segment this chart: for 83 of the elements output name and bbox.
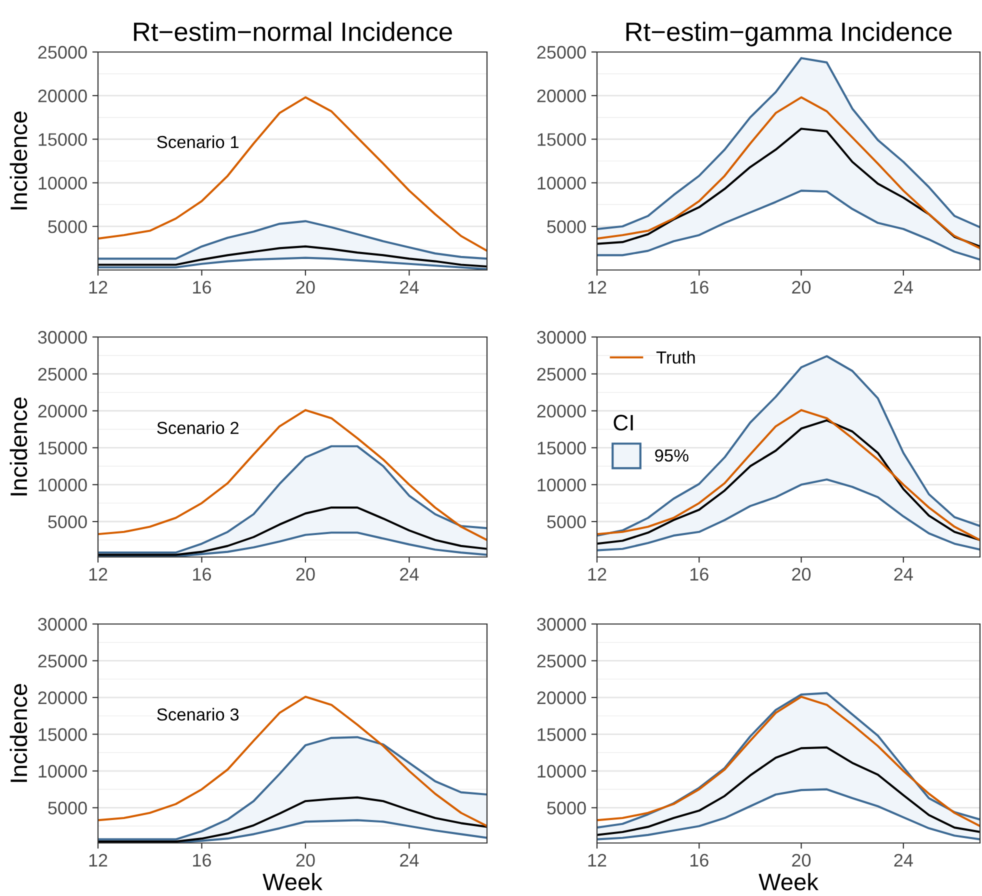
y-tick-label: 20000: [38, 404, 87, 418]
x-tick-label: 12: [588, 280, 606, 294]
x-tick-label: 12: [89, 568, 108, 580]
y-tick-label: 15000: [38, 442, 87, 454]
x-tick-label: 12: [89, 854, 108, 866]
x-tick-label: 24: [894, 280, 913, 294]
y-tick-label: 20000: [537, 90, 586, 102]
x-tick-label: 20: [792, 568, 811, 581]
y-tick-label: 15000: [38, 728, 87, 741]
annotation: Scenario 2: [157, 421, 238, 434]
legend-label: Truth: [656, 350, 695, 364]
legend-label: 95%: [655, 449, 688, 462]
x-tick-label: 16: [690, 568, 708, 581]
line-series: [98, 245, 487, 268]
chart-title: Rt−estim−normal Incidence: [134, 22, 452, 42]
x-tick-label: 20: [792, 854, 811, 867]
x-axis-title: Week: [262, 873, 323, 890]
line-series: [98, 96, 487, 252]
y-tick-label: 20000: [537, 691, 586, 704]
y-tick-label: 10000: [38, 176, 87, 190]
y-tick-label: 25000: [38, 368, 87, 381]
x-tick-label: 12: [588, 854, 606, 866]
y-tick-label: 10000: [538, 478, 586, 492]
y-tick-label: 5000: [547, 220, 586, 234]
x-tick-label: 24: [894, 568, 913, 580]
y-tick-label: 15000: [538, 442, 586, 454]
y-tick-label: 10000: [38, 478, 87, 492]
annotation: Scenario 3: [157, 708, 239, 721]
y-tick-label: 10000: [38, 764, 87, 778]
y-axis-title: Incidence: [10, 398, 28, 496]
x-tick-label: 20: [296, 854, 315, 867]
y-tick-label: 20000: [38, 90, 87, 102]
x-tick-label: 16: [193, 280, 211, 294]
line-series: [597, 128, 980, 248]
y-tick-label: 25000: [38, 46, 87, 59]
y-tick-label: 25000: [537, 654, 586, 668]
x-tick-label: 20: [792, 280, 811, 294]
line-series: [597, 478, 980, 552]
x-tick-label: 20: [296, 280, 315, 294]
x-tick-label: 16: [690, 280, 708, 294]
x-tick-label: 16: [690, 854, 708, 867]
y-axis-title: Incidence: [10, 112, 28, 210]
y-tick-label: 5000: [547, 516, 586, 528]
y-tick-label: 10000: [538, 176, 586, 190]
x-tick-label: 20: [296, 568, 315, 581]
line-series: [597, 96, 980, 250]
y-tick-label: 30000: [38, 330, 87, 344]
x-tick-label: 24: [894, 854, 913, 866]
line-series: [597, 746, 980, 836]
y-tick-label: 5000: [547, 802, 586, 814]
x-tick-label: 24: [400, 568, 419, 580]
line-series: [597, 57, 980, 230]
y-tick-label: 30000: [537, 618, 586, 631]
y-tick-label: 15000: [538, 728, 586, 741]
y-tick-label: 5000: [48, 220, 87, 234]
x-axis-title: Week: [758, 873, 819, 890]
y-tick-label: 30000: [537, 330, 586, 344]
line-series: [98, 696, 487, 828]
y-tick-label: 15000: [538, 133, 586, 146]
chart-title: Rt−estim−gamma Incidence: [626, 22, 952, 46]
y-tick-label: 25000: [537, 46, 586, 59]
y-tick-label: 20000: [537, 404, 586, 418]
x-tick-label: 24: [400, 280, 419, 294]
line-series: [98, 220, 487, 260]
y-tick-label: 5000: [48, 802, 87, 814]
y-tick-label: 5000: [48, 516, 87, 528]
y-tick-label: 25000: [537, 368, 586, 381]
legend-title: CI: [614, 414, 633, 431]
line-series: [597, 190, 980, 261]
y-tick-label: 30000: [38, 618, 87, 631]
line-series: [597, 788, 980, 840]
annotation: Scenario 1: [157, 135, 238, 148]
x-tick-label: 16: [193, 854, 211, 867]
x-tick-label: 12: [588, 568, 606, 580]
y-tick-label: 10000: [538, 764, 586, 778]
x-tick-label: 16: [193, 568, 211, 581]
y-tick-label: 15000: [38, 133, 87, 146]
y-tick-label: 20000: [38, 691, 87, 704]
x-tick-label: 24: [400, 854, 419, 866]
x-tick-label: 12: [89, 280, 108, 294]
y-axis-title: Incidence: [10, 684, 28, 782]
y-tick-label: 25000: [38, 654, 87, 668]
line-series: [98, 409, 487, 542]
